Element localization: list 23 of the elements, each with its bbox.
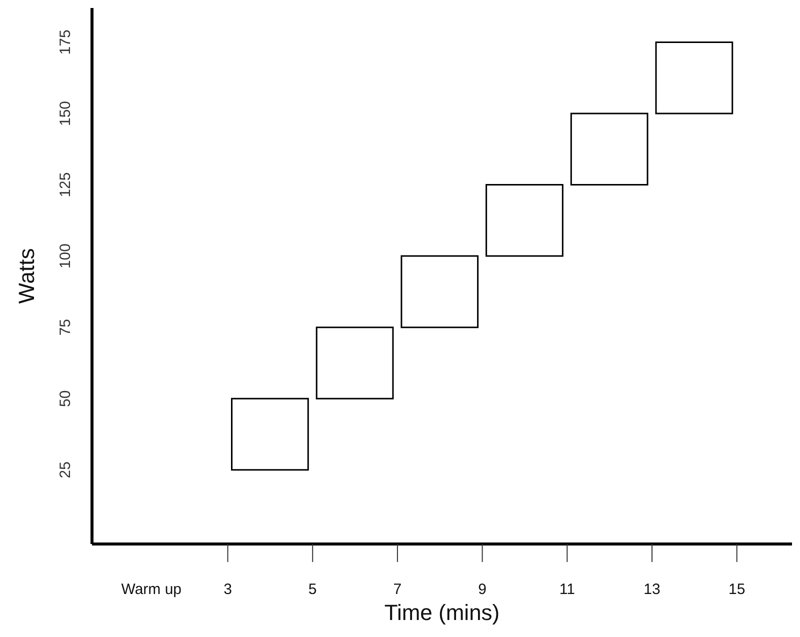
x-tick-label: 7 bbox=[393, 581, 402, 598]
x-tick-label: 5 bbox=[308, 581, 317, 598]
y-tick-label: 25 bbox=[57, 462, 74, 478]
y-tick-label: 175 bbox=[57, 30, 74, 55]
bar bbox=[655, 41, 734, 114]
bar bbox=[486, 184, 564, 257]
y-axis-title: Watts bbox=[14, 248, 39, 304]
y-tick-label: 150 bbox=[57, 100, 74, 126]
x-tick-label: Warm up bbox=[121, 581, 182, 598]
x-axis-title: Time (mins) bbox=[384, 600, 500, 625]
y-tick-label: 50 bbox=[57, 390, 74, 407]
bar bbox=[231, 398, 309, 471]
x-tick-label: 11 bbox=[559, 581, 575, 598]
bar bbox=[400, 255, 479, 328]
bar bbox=[316, 326, 394, 400]
x-tick-label: 15 bbox=[728, 581, 746, 598]
x-tick-label: 13 bbox=[644, 581, 660, 598]
y-tick-label: 75 bbox=[57, 318, 74, 336]
x-tick-label: 3 bbox=[224, 581, 232, 598]
bar bbox=[570, 112, 648, 186]
x-tick-label: 9 bbox=[478, 581, 486, 598]
y-tick-label: 125 bbox=[57, 172, 74, 198]
y-tick-label: 100 bbox=[57, 244, 74, 269]
